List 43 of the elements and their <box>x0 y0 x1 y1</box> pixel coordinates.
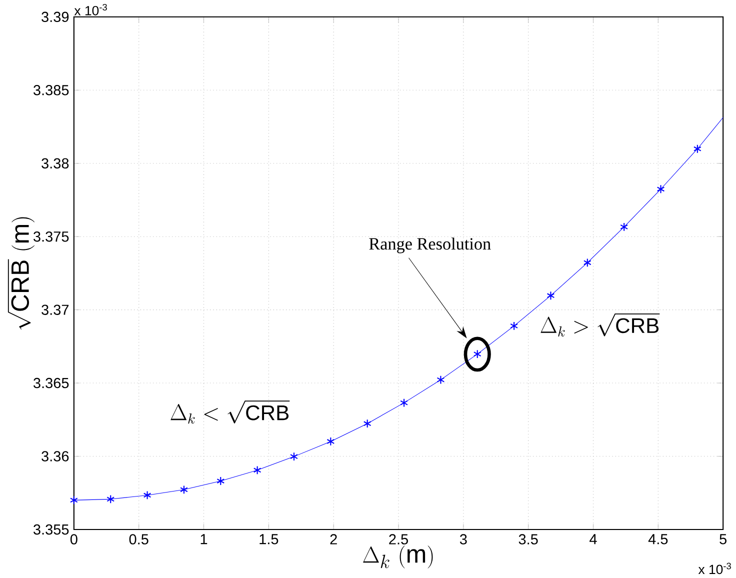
x-tick-label: 5 <box>720 534 726 544</box>
y-tick-label: 3.365 <box>34 378 69 388</box>
point <box>400 398 408 408</box>
annotation: $\Delta_k > \sqrt{\mathrm{CRB}}$ <box>540 313 660 336</box>
x-tick-label: 4 <box>590 534 597 544</box>
point <box>546 291 555 300</box>
point <box>326 436 335 446</box>
y-tick-label: 3.37 <box>42 304 69 315</box>
text: x 10$^{-3}$ <box>74 4 107 16</box>
point <box>436 375 445 384</box>
point <box>290 452 298 462</box>
text: x 10$^{-3}$ <box>698 562 731 574</box>
y-tick-label: 3.38 <box>42 158 69 168</box>
point <box>620 222 628 232</box>
point <box>180 485 188 494</box>
point <box>583 258 592 268</box>
x-tick-label: 0 <box>70 534 78 544</box>
y-tick-label: 3.375 <box>34 231 69 242</box>
point <box>363 419 372 428</box>
y-tick-label: 3.355 <box>34 524 69 535</box>
x-tick-label: 1.5 <box>260 534 278 544</box>
point <box>253 466 262 475</box>
x-tick-label: 3.5 <box>518 534 538 544</box>
point <box>106 494 115 504</box>
point <box>143 490 152 500</box>
x-tick-label: 4.5 <box>648 534 668 544</box>
y-tick-label: 3.385 <box>34 84 69 96</box>
x-axis-title: $\Delta_k\ (\mathrm{m})$ <box>363 546 433 568</box>
point <box>216 476 225 486</box>
point <box>510 321 518 330</box>
point <box>70 496 78 505</box>
x-tick-label: 1 <box>200 534 208 544</box>
y-tick-label: 3.36 <box>42 451 69 462</box>
point <box>656 184 665 194</box>
annotation: $\Delta_k < \sqrt{\mathrm{CRB}}$ <box>170 400 290 424</box>
annotation: Range Resolution <box>369 238 491 254</box>
y-axis-title: $\sqrt{\mathrm{CRB}}\ (\mathrm{m})$ <box>8 217 34 330</box>
x-tick-label: 3 <box>460 534 467 544</box>
y-tick-label: 3.39 <box>42 12 69 22</box>
x-tick-label: 2 <box>330 534 337 544</box>
point <box>693 144 702 154</box>
x-tick-label: 2.5 <box>389 534 408 544</box>
x-tick-label: 0.5 <box>129 534 148 544</box>
